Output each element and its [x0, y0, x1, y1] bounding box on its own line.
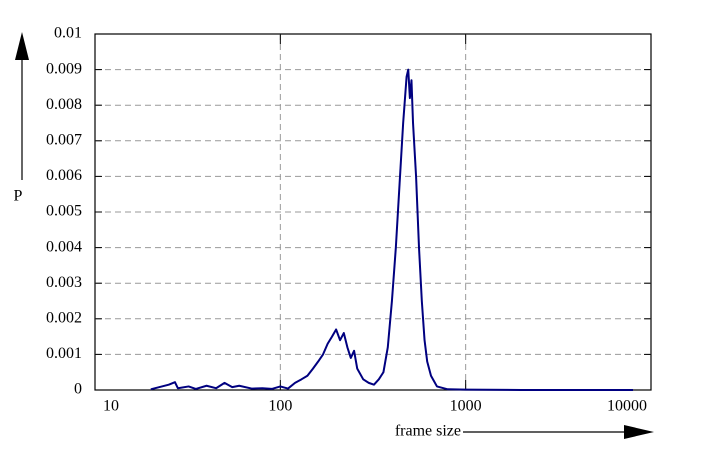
y-axis-arrowhead [15, 32, 29, 60]
y-tick-label: 0.009 [46, 60, 82, 77]
data-line [150, 68, 634, 391]
x-tick-label: 1000 [450, 398, 482, 415]
y-tick-label: 0.01 [54, 25, 82, 42]
y-tick-label: 0.002 [46, 309, 82, 326]
y-tick-label: 0.003 [46, 274, 82, 291]
y-axis-label: P [14, 188, 23, 205]
y-tick-label: 0.004 [46, 238, 82, 255]
y-tick-label: 0 [74, 381, 82, 398]
x-tick-label: 10 [103, 398, 119, 415]
x-axis-arrowhead [624, 425, 654, 439]
x-axis-label: frame size [395, 423, 461, 440]
y-tick-label: 0.008 [46, 96, 82, 113]
x-tick-label: 10000 [607, 398, 647, 415]
y-tick-label: 0.007 [46, 131, 82, 148]
y-tick-label: 0.006 [46, 167, 82, 184]
x-tick-label: 100 [268, 398, 292, 415]
y-tick-label: 0.005 [46, 203, 82, 220]
y-tick-label: 0.001 [46, 345, 82, 362]
